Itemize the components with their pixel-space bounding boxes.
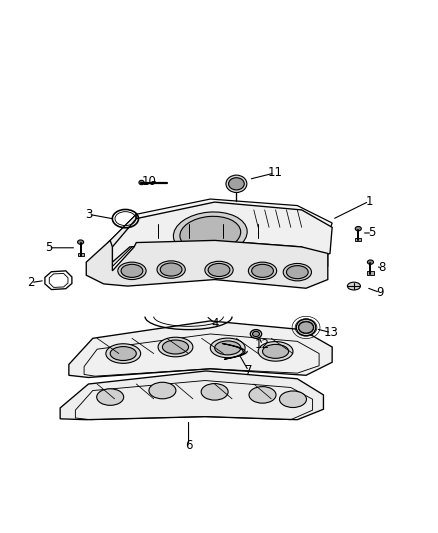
Ellipse shape [252, 264, 273, 277]
Ellipse shape [210, 338, 245, 358]
Text: 4: 4 [211, 317, 219, 329]
Ellipse shape [355, 227, 361, 231]
Text: 5: 5 [368, 227, 376, 239]
Ellipse shape [118, 262, 146, 279]
Polygon shape [113, 202, 332, 262]
Text: 12: 12 [255, 338, 270, 351]
Text: 3: 3 [85, 208, 92, 221]
Text: 6: 6 [185, 439, 192, 453]
Ellipse shape [347, 282, 360, 290]
Text: 7: 7 [245, 365, 252, 377]
Ellipse shape [367, 260, 374, 264]
Text: 1: 1 [365, 195, 373, 208]
Text: 2: 2 [27, 276, 35, 289]
Ellipse shape [158, 337, 193, 357]
Ellipse shape [162, 340, 188, 354]
Polygon shape [69, 321, 332, 377]
Polygon shape [367, 271, 374, 275]
Ellipse shape [205, 261, 233, 279]
Ellipse shape [226, 175, 247, 192]
Ellipse shape [248, 262, 277, 279]
Ellipse shape [296, 319, 316, 336]
Text: 5: 5 [45, 241, 52, 254]
Ellipse shape [121, 264, 143, 277]
Ellipse shape [299, 322, 314, 333]
Ellipse shape [180, 216, 241, 252]
Ellipse shape [215, 341, 241, 355]
Text: 13: 13 [324, 326, 339, 339]
Ellipse shape [208, 263, 230, 277]
Ellipse shape [173, 212, 247, 256]
Ellipse shape [258, 342, 293, 361]
Ellipse shape [286, 265, 308, 279]
Ellipse shape [78, 240, 84, 244]
Text: 9: 9 [376, 286, 384, 299]
Polygon shape [78, 253, 84, 256]
Ellipse shape [262, 344, 289, 358]
Ellipse shape [106, 344, 141, 364]
Ellipse shape [283, 263, 311, 281]
Ellipse shape [251, 329, 261, 338]
Ellipse shape [139, 180, 144, 184]
Ellipse shape [160, 263, 182, 276]
Text: 10: 10 [142, 175, 157, 188]
Ellipse shape [157, 261, 185, 278]
Polygon shape [60, 371, 323, 419]
Text: 11: 11 [267, 166, 282, 180]
Ellipse shape [279, 391, 307, 408]
Ellipse shape [110, 346, 136, 360]
Ellipse shape [229, 177, 244, 190]
Text: 8: 8 [378, 261, 386, 274]
Ellipse shape [249, 386, 276, 403]
Ellipse shape [253, 332, 259, 336]
Polygon shape [297, 236, 328, 275]
Polygon shape [86, 240, 328, 288]
Ellipse shape [201, 384, 228, 400]
Ellipse shape [97, 389, 124, 405]
Polygon shape [108, 214, 136, 271]
Polygon shape [108, 199, 332, 247]
Ellipse shape [149, 382, 176, 399]
Polygon shape [355, 238, 361, 241]
